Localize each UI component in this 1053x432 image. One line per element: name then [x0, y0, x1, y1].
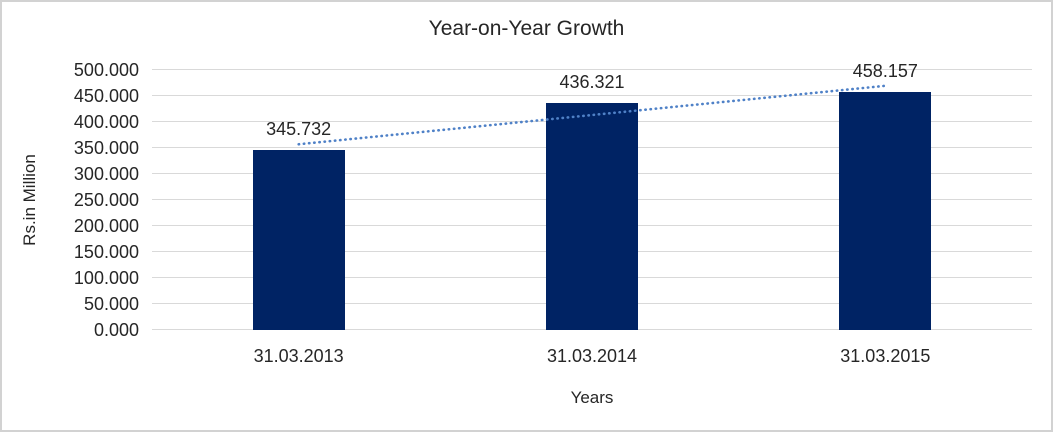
gridline-10: [152, 69, 1032, 70]
data-label-0: 345.732: [266, 119, 332, 140]
y-tick-label-4: 200.000: [73, 216, 139, 236]
y-tick-label-10: 500.000: [73, 60, 139, 80]
y-tick-label-6: 300.000: [73, 164, 139, 184]
y-tick-label-9: 450.000: [73, 86, 139, 106]
chart-title: Year-on-Year Growth: [428, 17, 625, 40]
x-tick-label-1: 31.03.2014: [546, 346, 638, 366]
y-tick-label-7: 350.000: [73, 138, 139, 158]
y-tick-label-2: 100.000: [73, 268, 139, 288]
y-tick-label-0: 0.000: [93, 320, 139, 340]
y-tick-label-5: 250.000: [73, 190, 139, 210]
data-label-2: 458.157: [852, 60, 918, 81]
y-tick-label-1: 50.000: [83, 294, 139, 314]
plot-area: 345.732 436.321 458.157: [152, 61, 1032, 330]
data-label-1: 436.321: [559, 72, 625, 93]
bar-31.03.2015: [839, 91, 932, 330]
x-tick-label-0: 31.03.2013: [253, 346, 344, 366]
y-axis-title: Rs.in Million: [20, 154, 39, 246]
x-tick-label-2: 31.03.2015: [840, 346, 931, 366]
bar-31.03.2014: [546, 103, 638, 330]
y-tick-label-3: 150.000: [73, 242, 139, 262]
y-tick-label-8: 400.000: [73, 112, 139, 132]
bar-31.03.2013: [252, 150, 345, 330]
x-axis-title: Years: [570, 388, 614, 407]
